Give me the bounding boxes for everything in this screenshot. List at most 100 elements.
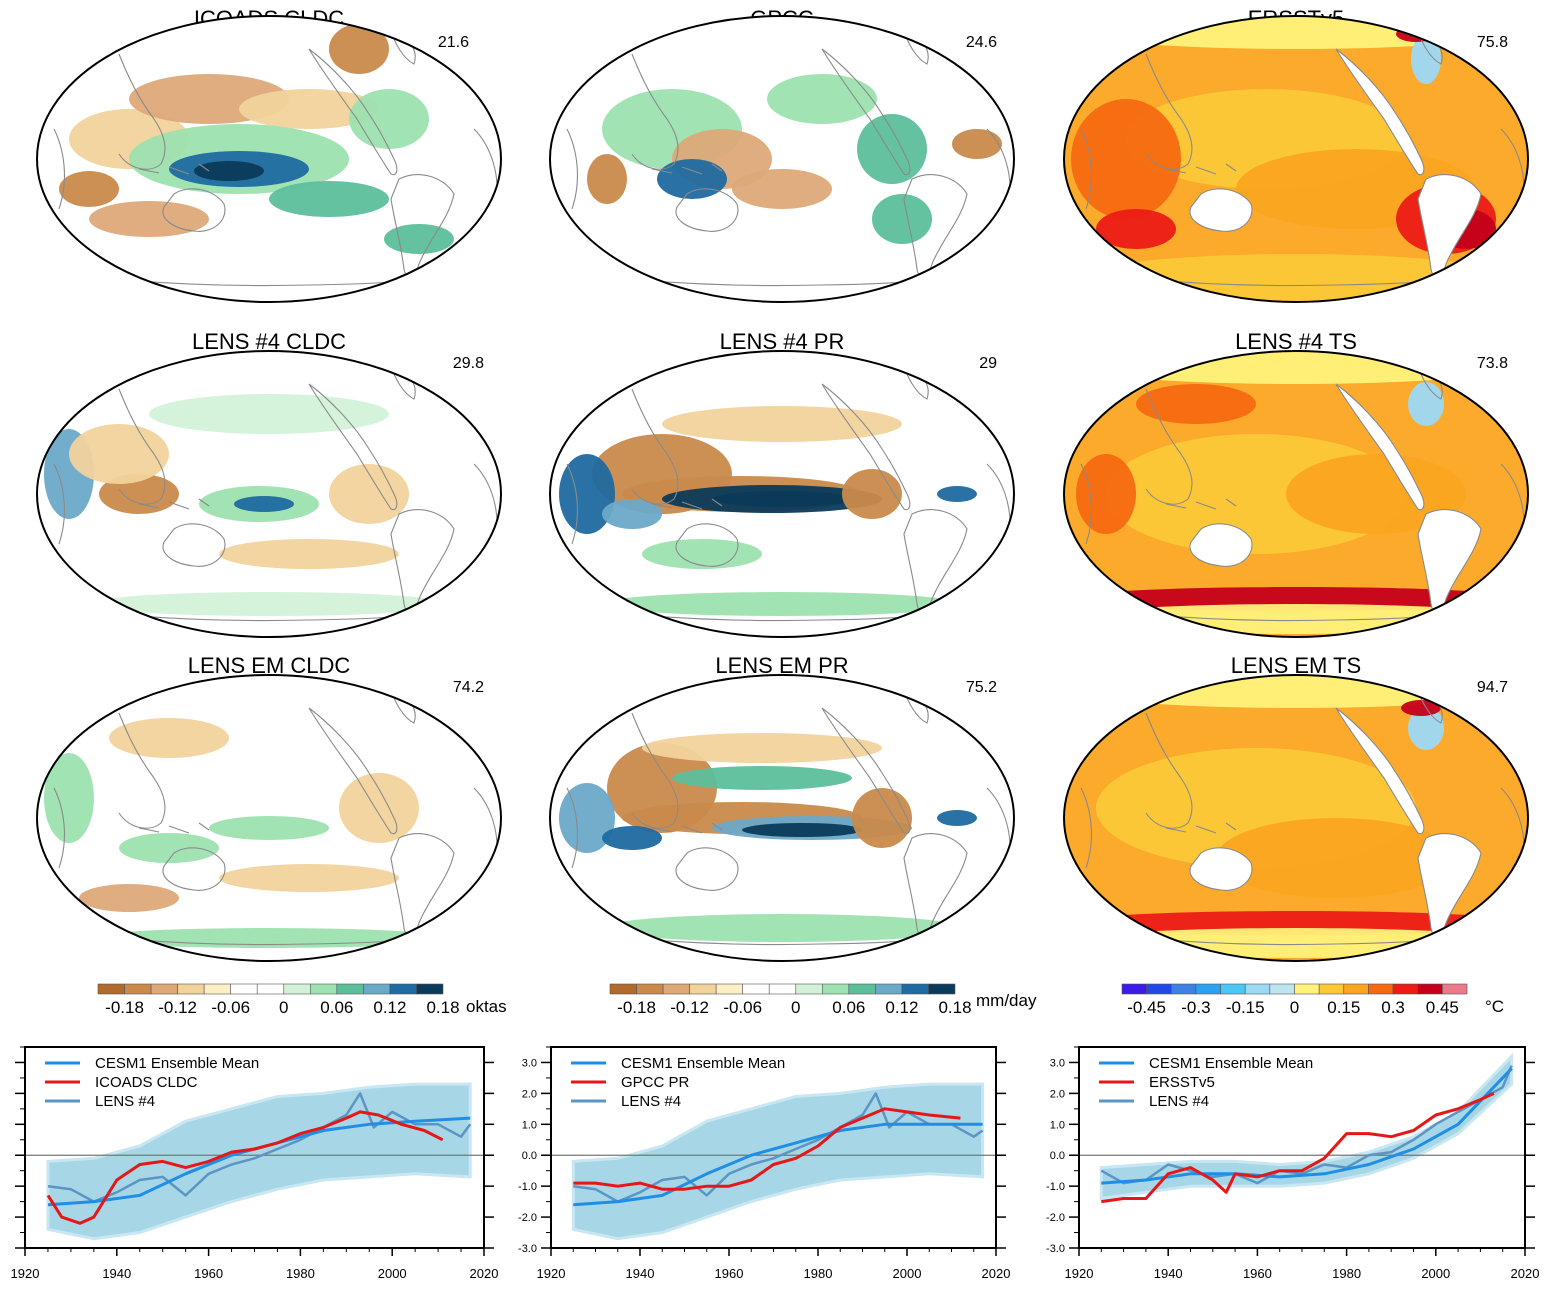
colorbar-swatch bbox=[848, 983, 876, 995]
series-line bbox=[573, 1107, 961, 1191]
field-patch bbox=[559, 783, 615, 853]
map-border bbox=[36, 674, 502, 962]
x-tick-label: 1980 bbox=[1332, 1266, 1361, 1281]
map-title: LENS #4 TS bbox=[1235, 329, 1357, 354]
x-tick-label: 1980 bbox=[804, 1266, 833, 1281]
field-patch bbox=[149, 394, 389, 434]
field-patch bbox=[1401, 700, 1441, 716]
colorbar-label: 0.15 bbox=[1327, 998, 1360, 1017]
timeseries-charts: 1920 1940 1960 1980 2000 2020 CESM1 Ensemble M… bbox=[11, 1046, 1539, 1281]
coastline-path bbox=[390, 509, 455, 614]
field-patch bbox=[1408, 382, 1444, 426]
legend-label: CESM1 Ensemble Mean bbox=[95, 1055, 259, 1072]
field-patch bbox=[1136, 384, 1256, 424]
coastline-path bbox=[631, 712, 679, 829]
coastline-path bbox=[1417, 509, 1482, 614]
land-mask bbox=[1418, 833, 1481, 938]
field-patch bbox=[119, 833, 219, 863]
x-tick-label: 1960 bbox=[715, 1266, 744, 1281]
map-title: LENS EM CLDC bbox=[188, 653, 351, 678]
field-patch bbox=[219, 539, 399, 569]
timeseries-cldc: 1920 1940 1960 1980 2000 2020 CESM1 Ensemble M… bbox=[11, 1046, 499, 1281]
colorbar-label: 0 bbox=[279, 998, 288, 1017]
map-title: LENS #4 CLDC bbox=[192, 329, 346, 354]
map-value: 29 bbox=[979, 355, 997, 372]
field-patch bbox=[194, 161, 264, 181]
field-patch bbox=[937, 486, 977, 502]
land-mask bbox=[1190, 523, 1252, 567]
coastline-path bbox=[390, 174, 455, 279]
colorbar-swatch bbox=[310, 983, 338, 995]
y-tick-label: -1.0 bbox=[1046, 1181, 1065, 1193]
field-patch bbox=[1071, 99, 1181, 219]
colorbar-label: -0.06 bbox=[723, 998, 762, 1017]
field-patch bbox=[602, 826, 662, 850]
colorbar-unit: oktas bbox=[466, 997, 507, 1016]
map-value: 24.6 bbox=[966, 34, 997, 51]
colorbar-swatch bbox=[256, 983, 285, 995]
colorbar-swatch bbox=[230, 983, 258, 995]
colorbar-swatch bbox=[1220, 983, 1246, 995]
field-patch bbox=[89, 201, 209, 237]
field-patch bbox=[234, 496, 294, 512]
y-tick-label: -1.0 bbox=[518, 1181, 537, 1193]
legend-label: GPCC PR bbox=[621, 1074, 690, 1091]
coastline-path bbox=[631, 53, 679, 170]
coastline-path bbox=[566, 128, 578, 210]
field-patch bbox=[742, 823, 862, 837]
colorbar-label: -0.18 bbox=[617, 998, 656, 1017]
coastline-path bbox=[903, 509, 968, 614]
colorbar-swatch bbox=[1294, 983, 1320, 995]
series-line bbox=[573, 1122, 983, 1207]
field-patch bbox=[602, 499, 662, 529]
coastline-path bbox=[53, 463, 65, 545]
map-border bbox=[36, 15, 502, 303]
colorbar-label: -0.45 bbox=[1127, 998, 1166, 1017]
coastline-path bbox=[308, 48, 398, 176]
field-patch bbox=[732, 169, 832, 209]
field-patch bbox=[44, 753, 94, 843]
land-mask bbox=[1418, 509, 1481, 614]
plot-frame bbox=[1078, 1046, 1526, 1249]
field-layer bbox=[550, 675, 1014, 961]
colorbar-labels: -0.45 -0.3 -0.15 0 0.15 0.3 0.45 bbox=[1127, 998, 1459, 1017]
map-lens4-pr: LENS #4 PR 29 bbox=[549, 329, 1015, 638]
x-tick-label: 2020 bbox=[470, 1266, 499, 1281]
coastline-path bbox=[1189, 523, 1253, 567]
colorbar-swatch bbox=[1343, 983, 1369, 995]
coastline-path bbox=[162, 523, 226, 567]
legend-label: LENS #4 bbox=[95, 1093, 155, 1110]
land-mask bbox=[1190, 847, 1252, 891]
spread-band bbox=[1099, 1052, 1514, 1201]
colorbar-swatches bbox=[609, 983, 956, 995]
y-tick-label: 0.0 bbox=[1050, 1150, 1065, 1162]
field-patch bbox=[79, 884, 179, 912]
field-patch bbox=[239, 89, 379, 129]
coastline-path bbox=[308, 383, 398, 511]
map-value: 73.8 bbox=[1477, 355, 1508, 372]
colorbar-swatch bbox=[875, 983, 903, 995]
y-tick-label: 3.0 bbox=[522, 1057, 537, 1069]
field-patch bbox=[672, 766, 852, 790]
legend-label: ERSSTv5 bbox=[1149, 1074, 1215, 1091]
coastline-path bbox=[903, 174, 968, 279]
colorbar-swatch bbox=[416, 983, 444, 995]
x-tick-label: 2020 bbox=[982, 1266, 1011, 1281]
colorbar-label: -0.15 bbox=[1226, 998, 1265, 1017]
timeseries-ts: 1920 1940 1960 1980 2000 2020 3.0 2.0 1.0 0.0 -1.0… bbox=[1046, 1046, 1539, 1281]
coastline-path bbox=[675, 523, 739, 567]
map-title: LENS EM PR bbox=[715, 653, 848, 678]
coastline-path bbox=[138, 822, 210, 834]
field-patch bbox=[1076, 254, 1516, 302]
map-border bbox=[1063, 15, 1529, 303]
field-patch bbox=[329, 24, 389, 74]
y-tick-label: -3.0 bbox=[1046, 1243, 1065, 1255]
coastline-path bbox=[651, 822, 723, 834]
colorbar-swatch bbox=[150, 983, 178, 995]
x-tick-label: 2000 bbox=[893, 1266, 922, 1281]
field-layer bbox=[550, 351, 1014, 637]
coastline-path bbox=[566, 787, 578, 869]
colorbar-swatch bbox=[795, 983, 823, 995]
coastline-path bbox=[675, 847, 739, 891]
